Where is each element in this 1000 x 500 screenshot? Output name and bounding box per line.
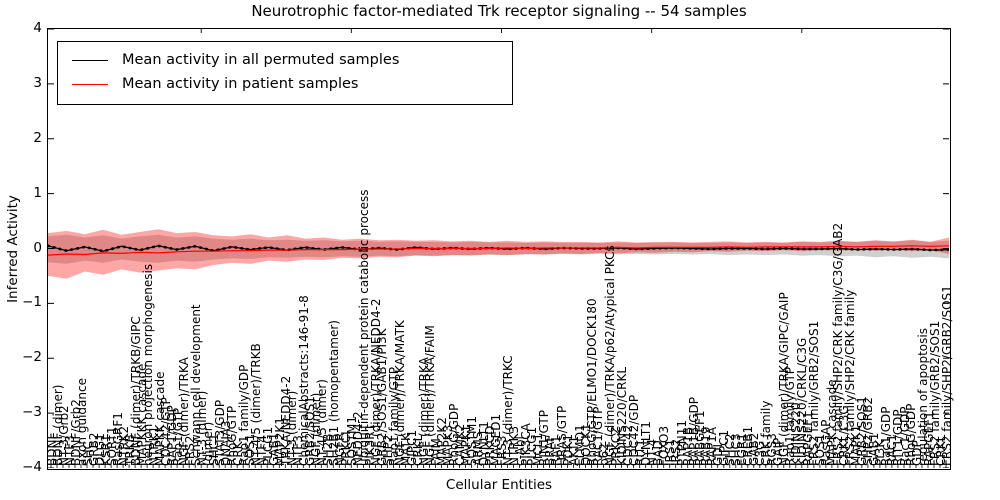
y-tick-label: 1 <box>33 184 42 201</box>
chart-title: Neurotrophic factor-mediated Trk recepto… <box>251 2 747 20</box>
legend-item-permuted: Mean activity in all permuted samples <box>68 48 502 72</box>
y-tick-label: −4 <box>22 459 42 475</box>
y-tick-label: 4 <box>33 20 42 36</box>
legend-label-patient: Mean activity in patient samples <box>122 76 359 92</box>
y-tick-label: −2 <box>22 349 42 366</box>
y-tick-label: 0 <box>33 239 42 256</box>
legend: Mean activity in all permuted samples Me… <box>57 41 513 105</box>
y-tick-label: 2 <box>33 129 42 146</box>
y-tick-label: 3 <box>33 74 42 91</box>
plot-area: BDNF BDNF (dimer) NT-3/Grb2 NTF3 BDNF/Grb2 ax… <box>45 28 954 470</box>
patient-samples-range-band <box>48 229 949 279</box>
legend-item-patient: Mean activity in patient samples <box>68 72 502 96</box>
series-line <box>48 245 949 256</box>
x-axis-label: Cellular Entities <box>445 477 553 493</box>
patient-line-swatch <box>72 83 108 85</box>
y-tick-label: −1 <box>22 294 42 311</box>
legend-label-permuted: Mean activity in all permuted samples <box>122 52 400 68</box>
chart-canvas <box>48 29 949 468</box>
y-tick-label: −3 <box>22 404 42 421</box>
x-entity-label: FRS2 family/SHP2/GRB2/SOS1 <box>939 285 954 466</box>
permuted-line-swatch <box>72 59 108 61</box>
